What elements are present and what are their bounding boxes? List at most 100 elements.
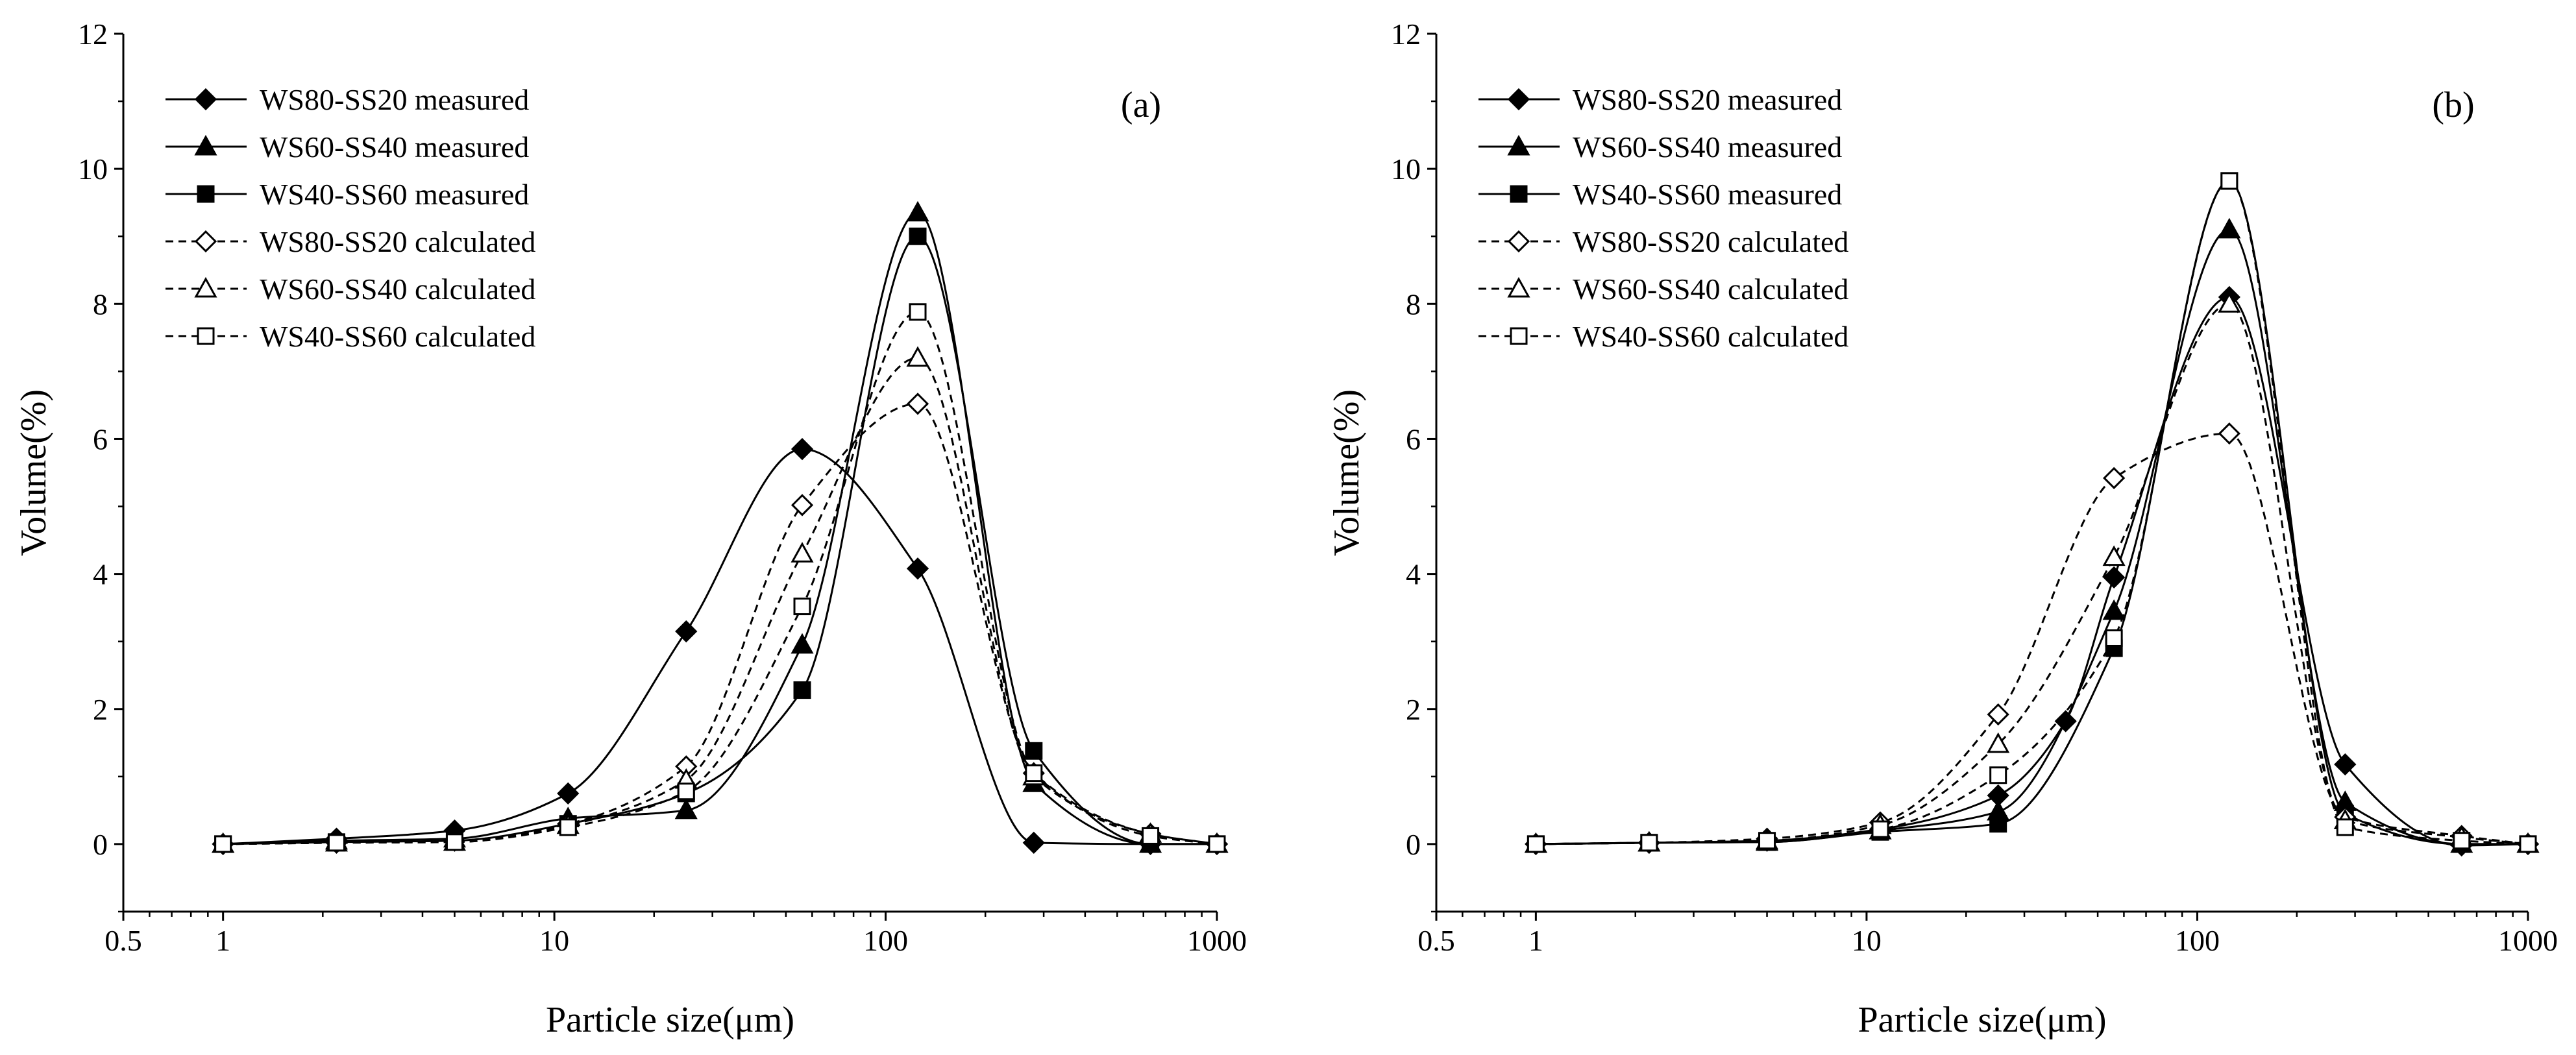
panel-a: 0 2 4 6 8 10 12 0.5 1 10 100 1000 Particle size(μm) V… (14, 18, 1247, 1040)
y-tick-label: 0 (93, 828, 108, 861)
data-point-square (1871, 820, 1889, 838)
series-line-4 (223, 357, 1218, 845)
legend-marker-square (1510, 327, 1528, 345)
y-axis-title: Volume(%) (14, 389, 54, 556)
legend-marker-square (1510, 185, 1528, 203)
y-tick-label: 12 (1391, 18, 1421, 51)
x-tick-label: 10 (1852, 924, 1882, 957)
data-point-diamond (2103, 566, 2126, 588)
data-point-triangle (906, 200, 929, 222)
data-point-square (1208, 835, 1226, 853)
data-point-square (677, 782, 695, 801)
data-point-square (2519, 835, 2537, 853)
legend-marker-diamond (1507, 88, 1530, 111)
data-point-triangle (906, 346, 929, 367)
data-point-diamond (1022, 831, 1045, 854)
data-point-triangle (674, 798, 698, 819)
data-point-diamond (1987, 703, 2009, 726)
data-point-square (327, 834, 345, 852)
y-tick-label: 6 (1406, 422, 1421, 455)
data-point-diamond (2334, 753, 2357, 776)
x-tick-label: 0.5 (104, 924, 142, 957)
y-tick-label: 12 (78, 18, 108, 51)
data-point-diamond (2218, 422, 2240, 445)
legend-entry-label: WS40-SS60 measured (1573, 178, 1842, 211)
panel-label: (b) (2432, 85, 2474, 125)
data-point-square (1527, 835, 1545, 853)
y-tick-label: 10 (78, 152, 108, 186)
y-tick-label: 2 (93, 693, 108, 726)
data-point-square (2453, 832, 2471, 850)
data-point-triangle (791, 633, 814, 654)
legend-entry-label: WS60-SS40 measured (260, 130, 529, 164)
series-line-0 (223, 448, 1217, 845)
data-point-square (2105, 629, 2123, 647)
series-markers-1 (1524, 217, 2540, 853)
legend-entry-label: WS40-SS60 measured (260, 178, 529, 211)
series-line-5 (223, 311, 1218, 845)
data-point-square (1989, 815, 2007, 833)
legend-marker-triangle (1507, 134, 1530, 156)
data-point-diamond (2103, 467, 2126, 489)
panel-label: (a) (1121, 85, 1161, 125)
data-point-square (2220, 172, 2239, 190)
data-point-triangle (2102, 599, 2126, 620)
y-axis-title: Volume(%) (1327, 389, 1367, 556)
y-tick-label: 6 (93, 422, 108, 455)
data-point-square (909, 303, 927, 321)
y-tick-label: 4 (93, 558, 108, 591)
series-markers-0 (212, 437, 1229, 856)
data-point-square (559, 818, 577, 836)
y-tick-label: 10 (1391, 152, 1421, 186)
legend-marker-triangle (194, 134, 217, 156)
legend-entry-label: WS60-SS40 calculated (1573, 273, 1848, 306)
series-markers-3 (1525, 422, 2540, 856)
data-point-triangle (2102, 545, 2126, 566)
legend-entry-label: WS80-SS20 measured (1573, 83, 1842, 116)
legend-marker-square (197, 327, 215, 345)
series-line-0 (1536, 296, 2529, 847)
legend: WS80-SS20 measured WS60-SS40 measured WS40… (1478, 83, 1848, 353)
x-axis-title: Particle size(μm) (546, 1000, 794, 1040)
legend-entry-label: WS60-SS40 measured (1573, 130, 1842, 164)
data-point-diamond (791, 494, 814, 516)
series-markers-3 (212, 393, 1229, 856)
data-point-diamond (791, 437, 814, 461)
legend-marker-square (197, 185, 215, 203)
series-markers-5 (1527, 172, 2537, 853)
y-tick-label: 0 (1406, 828, 1421, 861)
y-tick-label: 8 (93, 287, 108, 321)
x-tick-label: 0.5 (1417, 924, 1455, 957)
data-point-square (445, 833, 463, 851)
data-point-square (214, 835, 232, 853)
data-point-square (1025, 742, 1043, 760)
legend-entry-label: WS80-SS20 calculated (260, 225, 535, 258)
data-point-square (2336, 818, 2354, 836)
data-point-triangle (1987, 732, 2010, 753)
y-tick-label: 8 (1406, 287, 1421, 321)
data-point-triangle (2218, 292, 2241, 313)
y-tick-label: 2 (1406, 693, 1421, 726)
series-line-3 (223, 402, 1218, 845)
data-point-square (1025, 764, 1043, 782)
legend-entry-label: WS60-SS40 calculated (260, 273, 535, 306)
data-point-square (909, 227, 927, 245)
data-point-square (1640, 834, 1658, 852)
data-point-diamond (675, 620, 698, 643)
legend-entry-label: WS80-SS20 calculated (1573, 225, 1848, 258)
series-line-3 (1536, 432, 2529, 845)
x-axis-title: Particle size(μm) (1858, 1000, 2107, 1040)
data-point-square (793, 598, 811, 616)
data-point-diamond (906, 393, 929, 415)
x-tick-label: 1000 (2498, 924, 2558, 957)
data-point-square (1989, 766, 2007, 784)
data-point-square (1142, 827, 1160, 845)
panel-b: 0 2 4 6 8 10 12 0.5 1 10 100 1000 Particle size(μm) V… (1327, 18, 2558, 1040)
series-markers-0 (1525, 285, 2540, 857)
data-point-square (1758, 832, 1776, 850)
x-tick-label: 1 (1528, 924, 1543, 957)
data-point-triangle (2218, 217, 2241, 239)
data-point-square (793, 681, 811, 699)
x-tick-label: 100 (863, 924, 908, 957)
